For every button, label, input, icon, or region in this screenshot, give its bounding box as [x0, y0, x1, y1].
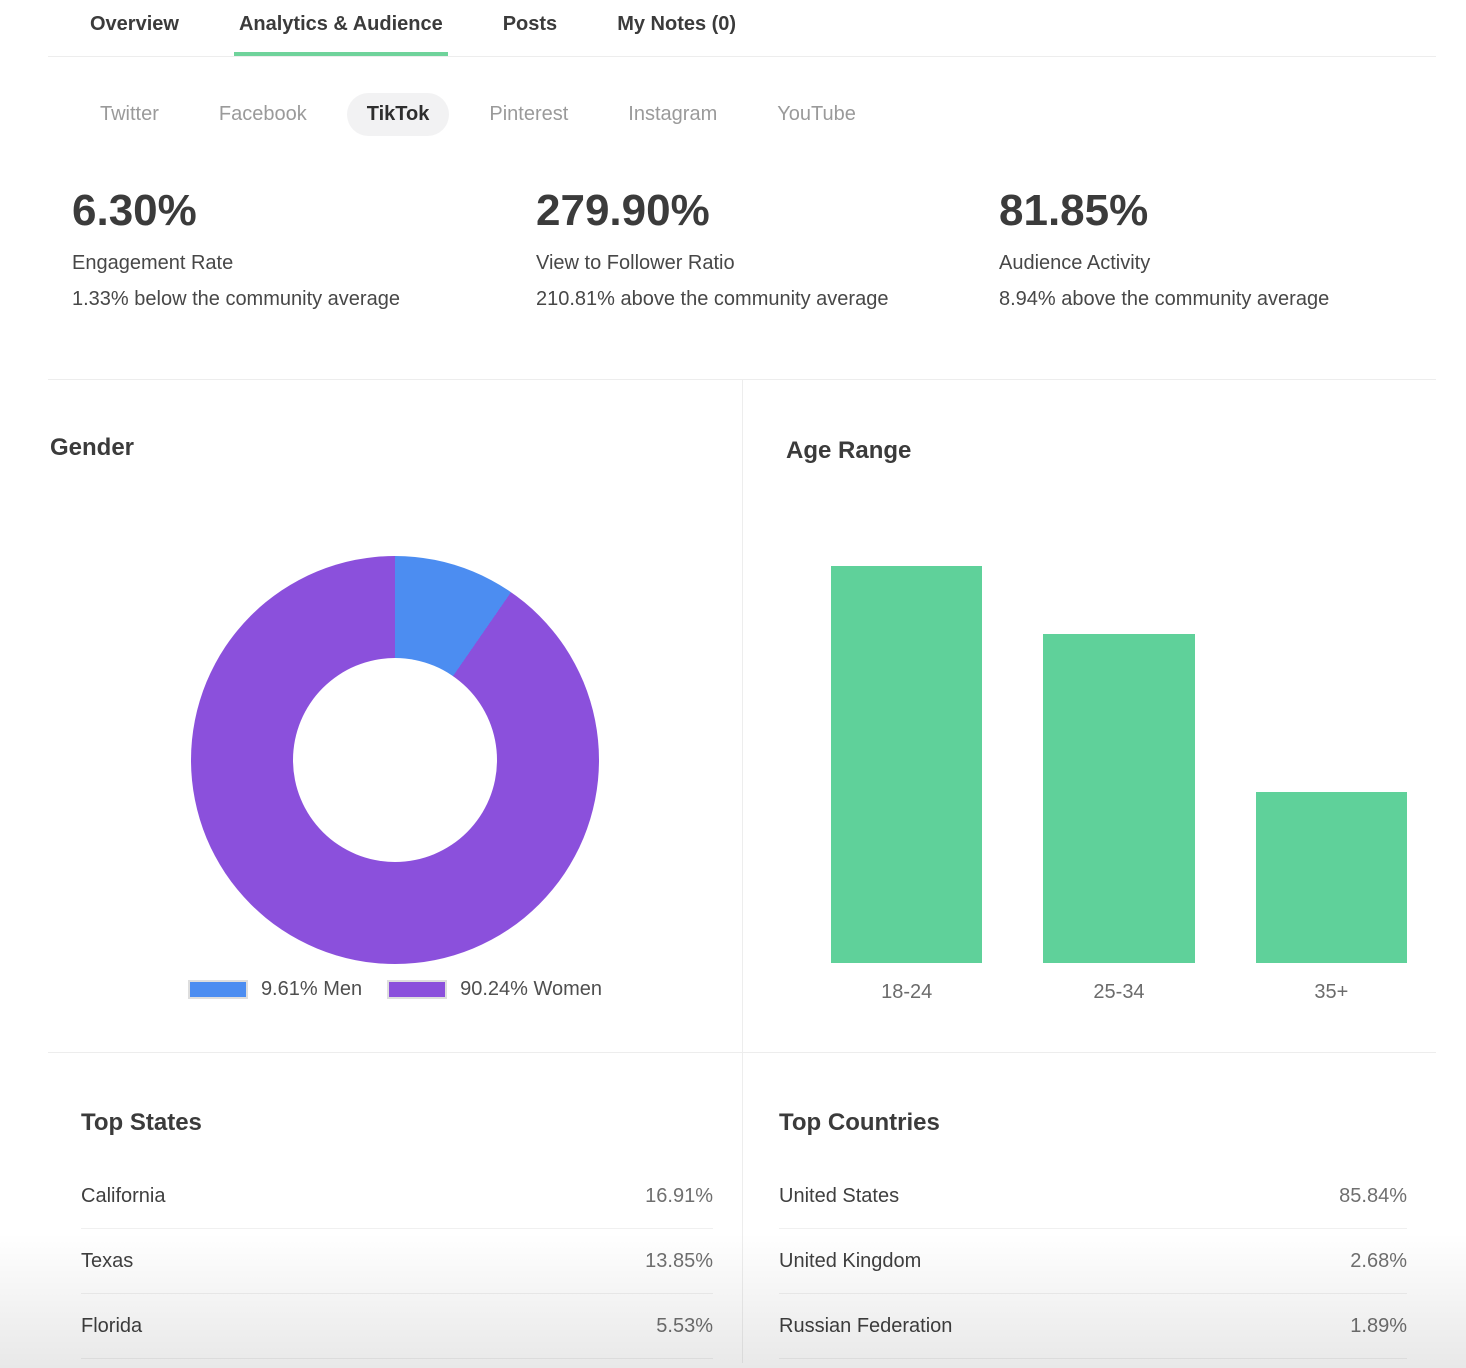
gender-panel: Gender 9.61% Men 90.24% Women — [48, 380, 743, 1052]
state-value: 13.85% — [645, 1249, 713, 1272]
top-countries-panel: Top Countries United States 85.84% Unite… — [743, 1053, 1436, 1363]
top-states-title: Top States — [81, 1109, 202, 1136]
platform-tab-pinterest[interactable]: Pinterest — [489, 103, 569, 125]
top-countries-title: Top Countries — [779, 1109, 940, 1136]
women-color-swatch — [387, 980, 448, 999]
age-range-bar-chart — [831, 512, 1407, 963]
age-range-panel: Age Range 18-24 25-34 35+ — [743, 380, 1436, 1052]
platform-tab-bar: Twitter Facebook TikTok Pinterest Instag… — [100, 93, 1436, 136]
platform-tab-instagram[interactable]: Instagram — [628, 103, 718, 125]
kpi-label: Audience Activity — [999, 252, 1151, 274]
tab-my-notes[interactable]: My Notes (0) — [617, 13, 737, 35]
gender-donut-hole — [293, 658, 497, 862]
kpi-comparison: 210.81% above the community average — [536, 288, 889, 310]
kpi-audience-activity: 81.85% Audience Activity 8.94% above the… — [999, 189, 1436, 311]
table-row: Russian Federation 1.89% — [779, 1294, 1407, 1359]
top-states-panel: Top States California 16.91% Texas 13.85… — [48, 1053, 743, 1363]
legend-label-men: 9.61% Men — [260, 978, 363, 1000]
age-bar-25-34 — [1043, 633, 1195, 963]
age-range-axis-labels: 18-24 25-34 35+ — [831, 981, 1407, 1004]
table-row: California 16.91% — [81, 1164, 713, 1229]
legend-item-men: 9.61% Men — [187, 978, 363, 1001]
age-bar-18-24 — [831, 566, 983, 963]
kpi-label: Engagement Rate — [72, 252, 234, 274]
age-bar-35-plus — [1255, 791, 1407, 963]
charts-section: Gender 9.61% Men 90.24% Women Age Range — [48, 379, 1436, 1052]
kpi-view-to-follower-ratio: 279.90% View to Follower Ratio 210.81% a… — [536, 189, 999, 311]
kpi-value: 6.30% — [72, 186, 197, 235]
top-countries-list: United States 85.84% United Kingdom 2.68… — [779, 1164, 1407, 1359]
state-value: 5.53% — [656, 1314, 713, 1337]
age-axis-label: 18-24 — [881, 981, 933, 1003]
gender-legend: 9.61% Men 90.24% Women — [48, 978, 742, 1001]
top-states-list: California 16.91% Texas 13.85% Florida 5… — [81, 1164, 713, 1359]
men-color-swatch — [187, 980, 248, 999]
kpi-engagement-rate: 6.30% Engagement Rate 1.33% below the co… — [72, 189, 536, 311]
kpi-value: 279.90% — [536, 186, 710, 235]
country-value: 2.68% — [1350, 1249, 1407, 1272]
platform-tab-youtube[interactable]: YouTube — [777, 103, 856, 125]
table-row: United States 85.84% — [779, 1164, 1407, 1229]
age-axis-label: 35+ — [1314, 981, 1349, 1003]
age-range-title: Age Range — [786, 437, 912, 464]
country-name: United Kingdom — [779, 1249, 922, 1272]
tables-section: Top States California 16.91% Texas 13.85… — [48, 1052, 1436, 1363]
country-name: Russian Federation — [779, 1314, 953, 1337]
kpi-comparison: 1.33% below the community average — [72, 288, 400, 310]
gender-title: Gender — [50, 434, 135, 461]
kpi-comparison: 8.94% above the community average — [999, 288, 1330, 310]
state-name: Florida — [81, 1314, 143, 1337]
country-value: 1.89% — [1350, 1314, 1407, 1337]
kpi-row: 6.30% Engagement Rate 1.33% below the co… — [72, 189, 1436, 311]
platform-tab-twitter[interactable]: Twitter — [100, 103, 159, 125]
kpi-label: View to Follower Ratio — [536, 252, 735, 274]
country-name: United States — [779, 1184, 900, 1207]
kpi-value: 81.85% — [999, 186, 1149, 235]
legend-item-women: 90.24% Women — [387, 978, 602, 1001]
state-value: 16.91% — [645, 1184, 713, 1207]
tab-posts[interactable]: Posts — [502, 13, 558, 35]
platform-tab-tiktok[interactable]: TikTok — [346, 93, 450, 136]
platform-tab-facebook[interactable]: Facebook — [218, 103, 307, 125]
table-row: Texas 13.85% — [81, 1229, 713, 1294]
state-name: California — [81, 1184, 166, 1207]
main-tab-bar: Overview Analytics & Audience Posts My N… — [48, 0, 1436, 57]
tab-analytics-audience[interactable]: Analytics & Audience — [233, 12, 448, 56]
gender-donut-chart — [191, 556, 599, 964]
state-name: Texas — [81, 1249, 134, 1272]
country-value: 85.84% — [1339, 1184, 1407, 1207]
legend-label-women: 90.24% Women — [460, 978, 603, 1000]
tab-overview[interactable]: Overview — [90, 13, 179, 35]
table-row: United Kingdom 2.68% — [779, 1229, 1407, 1294]
table-row: Florida 5.53% — [81, 1294, 713, 1359]
age-axis-label: 25-34 — [1093, 981, 1145, 1003]
